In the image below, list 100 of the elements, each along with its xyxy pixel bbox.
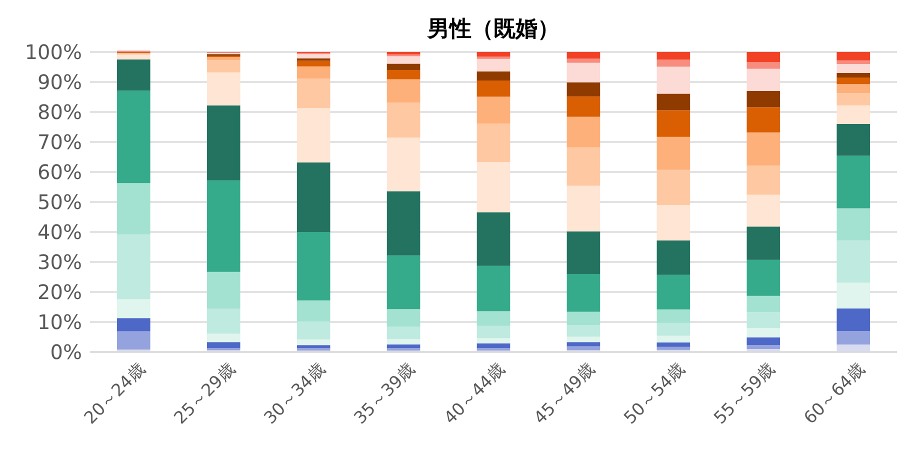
bar bbox=[116, 54, 150, 60]
bar bbox=[566, 62, 600, 82]
bar bbox=[566, 116, 600, 148]
bar bbox=[476, 80, 510, 97]
bar bbox=[476, 343, 510, 348]
bar bbox=[296, 66, 330, 79]
bar bbox=[836, 282, 870, 308]
bar bbox=[386, 79, 420, 103]
bar bbox=[386, 339, 420, 344]
bar bbox=[746, 52, 780, 62]
y-tick-label: 10% bbox=[38, 310, 82, 334]
bar bbox=[656, 66, 690, 94]
y-tick-label: 40% bbox=[38, 220, 82, 244]
bar bbox=[656, 110, 690, 137]
bar bbox=[476, 52, 510, 56]
bar bbox=[836, 331, 870, 344]
bar bbox=[206, 180, 240, 272]
bar bbox=[476, 311, 510, 326]
bar bbox=[566, 274, 600, 312]
y-tick-label: 20% bbox=[38, 280, 82, 304]
y-tick-label: 80% bbox=[38, 100, 82, 124]
bar bbox=[116, 299, 150, 318]
bar bbox=[296, 54, 330, 58]
bar bbox=[836, 60, 870, 64]
bar bbox=[476, 124, 510, 162]
bar bbox=[566, 96, 600, 117]
bar bbox=[836, 73, 870, 78]
bar bbox=[296, 321, 330, 340]
bar bbox=[206, 72, 240, 106]
bar bbox=[656, 322, 690, 336]
bar bbox=[116, 183, 150, 234]
y-tick-label: 100% bbox=[24, 40, 82, 64]
bar bbox=[836, 93, 870, 106]
bar bbox=[116, 318, 150, 332]
y-tick-label: 50% bbox=[38, 190, 82, 214]
bar bbox=[476, 96, 510, 124]
bar bbox=[476, 58, 510, 72]
bar bbox=[116, 234, 150, 300]
bar bbox=[476, 72, 510, 80]
x-tick-label: 35～39歳 bbox=[350, 360, 420, 428]
chart-title: 男性（既婚） bbox=[426, 17, 560, 42]
bar bbox=[746, 91, 780, 108]
bar bbox=[116, 60, 150, 91]
bar bbox=[206, 272, 240, 309]
bar bbox=[296, 345, 330, 348]
bar bbox=[566, 147, 600, 186]
y-tick-label: 30% bbox=[38, 250, 82, 274]
y-tick-label: 0% bbox=[50, 340, 82, 364]
bar bbox=[746, 194, 780, 227]
bar bbox=[296, 339, 330, 346]
bar bbox=[656, 240, 690, 275]
bar bbox=[296, 232, 330, 300]
bar bbox=[386, 138, 420, 192]
bar bbox=[206, 105, 240, 180]
x-tick-label: 20～24歳 bbox=[80, 360, 150, 428]
bar bbox=[656, 94, 690, 110]
bar bbox=[746, 166, 780, 195]
bar bbox=[296, 300, 330, 322]
bar bbox=[116, 331, 150, 350]
x-tick-label: 30～34歳 bbox=[260, 360, 330, 428]
bar bbox=[836, 344, 870, 352]
y-tick-label: 60% bbox=[38, 160, 82, 184]
bar bbox=[206, 60, 240, 72]
bar bbox=[566, 52, 600, 59]
bar bbox=[566, 312, 600, 325]
bar bbox=[476, 212, 510, 266]
bar bbox=[836, 156, 870, 208]
bar bbox=[836, 64, 870, 73]
x-tick-label: 25～29歳 bbox=[170, 360, 240, 428]
bar bbox=[206, 342, 240, 348]
bar bbox=[656, 170, 690, 205]
bar bbox=[656, 309, 690, 323]
bar bbox=[476, 338, 510, 344]
bar bbox=[836, 124, 870, 156]
bar bbox=[656, 274, 690, 310]
bar bbox=[566, 82, 600, 96]
x-tick-label: 55～59歳 bbox=[710, 360, 780, 428]
y-tick-label: 90% bbox=[38, 70, 82, 94]
bar bbox=[296, 108, 330, 162]
bar bbox=[476, 266, 510, 312]
x-tick-label: 50～54歳 bbox=[620, 360, 690, 428]
bar bbox=[566, 186, 600, 232]
bar bbox=[656, 342, 690, 347]
bar bbox=[206, 334, 240, 342]
bar bbox=[386, 344, 420, 348]
bar bbox=[386, 309, 420, 327]
bar bbox=[746, 312, 780, 328]
bar bbox=[566, 342, 600, 346]
y-tick-label: 70% bbox=[38, 130, 82, 154]
bar bbox=[386, 102, 420, 138]
bar bbox=[386, 70, 420, 80]
bar bbox=[656, 336, 690, 342]
bar bbox=[296, 60, 330, 66]
bar bbox=[746, 337, 780, 346]
x-tick-label: 40～44歳 bbox=[440, 360, 510, 428]
bar bbox=[836, 308, 870, 331]
bar bbox=[656, 60, 690, 67]
bar bbox=[386, 191, 420, 256]
x-tick-label: 45～49歳 bbox=[530, 360, 600, 428]
bar bbox=[746, 226, 780, 260]
